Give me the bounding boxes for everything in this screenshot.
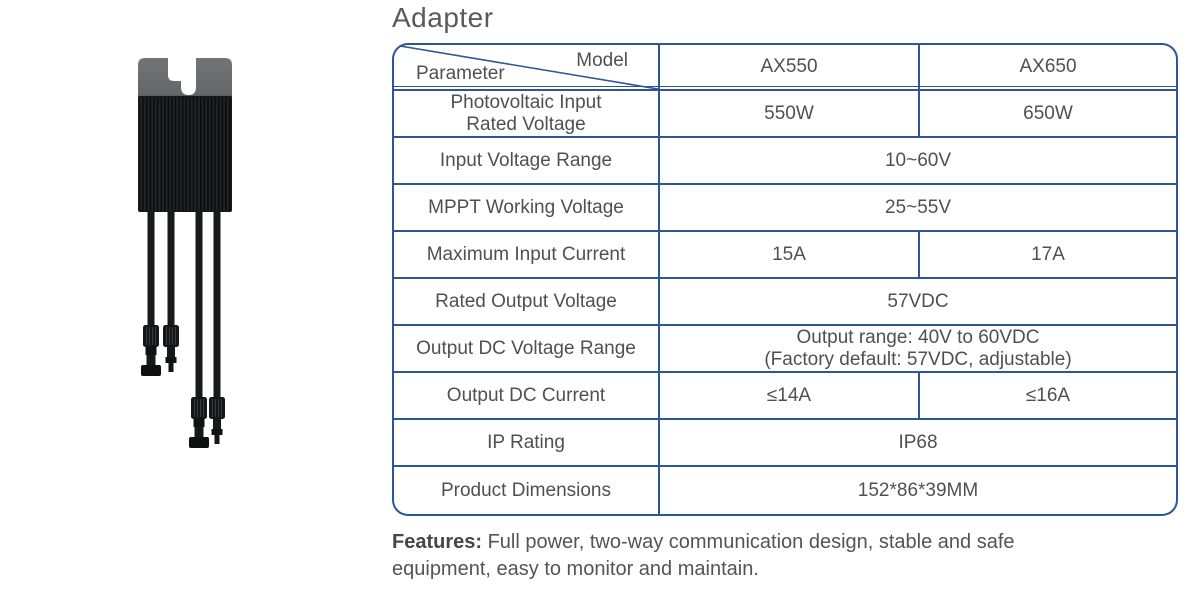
param-cell-input-voltage-range: Input Voltage Range — [394, 138, 658, 183]
param-cell-mppt-working-voltage: MPPT Working Voltage — [394, 185, 658, 230]
value-cell-merged: IP68 — [660, 420, 1176, 465]
value-cell: 17A — [920, 232, 1176, 277]
param-cell-pv-input-rated-voltage: Photovoltaic Input Rated Voltage — [394, 91, 658, 136]
features-label: Features: — [392, 531, 483, 553]
spec-table: Model Parameter AX550 AX650 Photovoltaic… — [392, 43, 1178, 516]
mc4-connector-female — [141, 325, 161, 376]
corner-parameter-label: Parameter — [416, 63, 505, 84]
mc4-connector-female — [189, 397, 209, 448]
param-cell-rated-output-voltage: Rated Output Voltage — [394, 279, 658, 324]
value-cell: 650W — [920, 91, 1176, 136]
bracket-notch — [168, 55, 183, 81]
param-cell-product-dimensions: Product Dimensions — [394, 467, 658, 514]
features-paragraph: Features: Full power, two-way communicat… — [392, 529, 1092, 583]
value-cell-merged: 25~55V — [660, 185, 1176, 230]
param-cell-output-dc-voltage-range: Output DC Voltage Range — [394, 326, 658, 371]
model-column-header: AX650 — [920, 45, 1176, 89]
model-column-header: AX550 — [660, 45, 918, 89]
features-text: Full power, two-way communication design… — [392, 531, 1015, 580]
value-cell: 15A — [660, 232, 918, 277]
value-cell-merged: 57VDC — [660, 279, 1176, 324]
value-cell: ≤14A — [660, 373, 918, 418]
heatsink-body — [138, 96, 232, 212]
value-cell-merged: Output range: 40V to 60VDC (Factory defa… — [660, 326, 1176, 371]
param-cell-maximum-input-current: Maximum Input Current — [394, 232, 658, 277]
value-cell-merged: 152*86*39MM — [660, 467, 1176, 514]
mc4-connector-male — [163, 325, 179, 372]
value-cell: ≤16A — [920, 373, 1176, 418]
mounting-bracket — [138, 55, 232, 98]
param-cell-output-dc-current: Output DC Current — [394, 373, 658, 418]
output-cables — [147, 210, 221, 400]
power-optimizer-product-image — [138, 55, 232, 448]
param-cell-ip-rating: IP Rating — [394, 420, 658, 465]
diagonal-divider — [394, 45, 658, 89]
corner-model-label: Model — [576, 50, 628, 71]
page-title: Adapter — [392, 2, 494, 33]
value-cell: 550W — [660, 91, 918, 136]
mc4-connector-male — [209, 397, 225, 444]
table-corner-cell: Model Parameter — [394, 45, 658, 89]
value-cell-merged: 10~60V — [660, 138, 1176, 183]
